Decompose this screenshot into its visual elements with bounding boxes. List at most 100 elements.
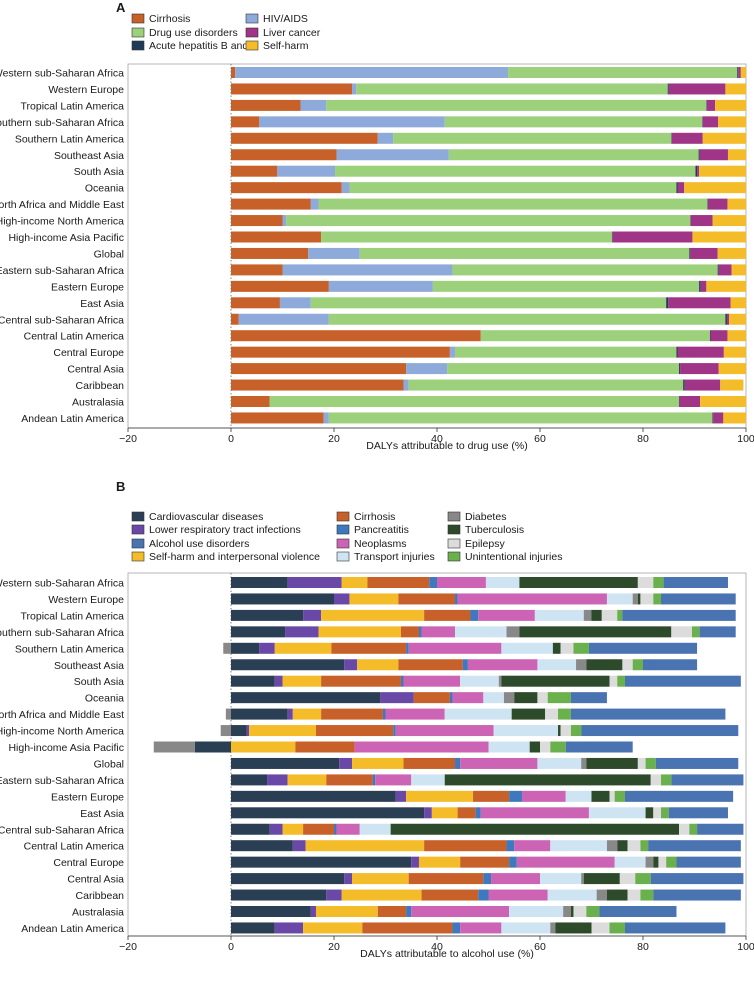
bar-segment [231, 790, 396, 802]
bar-segment [661, 774, 672, 786]
legend-entry: Pancreatitis [354, 524, 409, 536]
x-tick-label: 0 [228, 941, 234, 953]
legend-entry: Transport injuries [354, 551, 435, 563]
bar-segment [606, 889, 628, 901]
legend-swatch [336, 538, 350, 549]
category-label: South Asia [74, 676, 124, 688]
bar-segment [398, 593, 456, 605]
bar-segment [591, 609, 602, 621]
bar-segment [339, 757, 353, 769]
bar-segment [231, 182, 342, 194]
bar-segment [310, 297, 667, 309]
bar-segment [488, 741, 530, 753]
bar-segment [617, 675, 625, 687]
bar-segment [514, 840, 551, 852]
bar-segment [411, 856, 419, 868]
bar-segment [231, 280, 329, 292]
category-label: High-income North America [0, 216, 124, 228]
bar-segment [305, 840, 425, 852]
bar-segment [460, 757, 538, 769]
bar-segment [622, 659, 633, 671]
bar-segment [663, 577, 728, 588]
bar-segment [537, 757, 582, 769]
bar-segment [591, 922, 610, 934]
bar-segment [231, 609, 304, 621]
bar-segment [617, 609, 623, 621]
bar-segment [231, 99, 301, 111]
legend-swatch [131, 13, 145, 24]
bar-segment [483, 873, 492, 885]
bar-segment [274, 675, 283, 687]
bar-segment [713, 412, 724, 424]
bar-segment [323, 412, 329, 424]
bar-segment [274, 922, 304, 934]
bar-segment [666, 297, 669, 309]
bar-segment [653, 593, 662, 605]
bar-segment [697, 165, 700, 177]
bar-segment [341, 889, 422, 901]
category-label: Oceania [85, 183, 124, 195]
bar-segment [455, 346, 677, 358]
bar-segment [493, 725, 559, 737]
bar-segment [712, 215, 746, 227]
bar-segment [269, 823, 283, 835]
x-axis-title: DALYs attributable to alcohol use (%) [360, 948, 534, 960]
bar-segment [624, 922, 726, 934]
bar-segment [706, 280, 746, 292]
bar-segment [738, 67, 741, 78]
bar-segment [614, 790, 625, 802]
bar-segment [432, 280, 700, 292]
bar-segment [352, 757, 404, 769]
category-label: Andean Latin America [21, 413, 124, 425]
bar-segment [406, 363, 448, 375]
bar-segment [624, 790, 734, 802]
bar-segment [349, 182, 677, 194]
category-label: Western Europe [48, 84, 124, 96]
bar-segment [550, 741, 566, 753]
bar-segment [501, 642, 553, 654]
legend-entry: Epilepsy [465, 538, 505, 550]
bar-segment [349, 593, 399, 605]
bar-segment [231, 396, 270, 407]
bar-segment [627, 889, 641, 901]
bar-segment [591, 790, 610, 802]
bar-segment [645, 807, 654, 819]
bar-segment [668, 297, 731, 309]
bar-segment [334, 593, 350, 605]
bar-segment [246, 725, 250, 737]
bar-segment [334, 823, 337, 835]
bar-segment [444, 774, 651, 786]
bar-segment [501, 922, 551, 934]
bar-segment [699, 149, 728, 161]
category-label: Caribbean [76, 380, 125, 392]
category-label: Central Asia [67, 874, 124, 886]
bar-segment [547, 692, 571, 704]
bar-segment [457, 807, 476, 819]
bar-segment [315, 725, 394, 737]
bar-segment [395, 790, 407, 802]
category-label: Central Asia [67, 364, 124, 376]
category-label: High-income Asia Pacific [8, 742, 124, 754]
legend-entry: Self-harm [263, 40, 309, 52]
bar-segment [715, 99, 746, 111]
bar-segment [679, 396, 680, 407]
bar-segment [668, 83, 726, 95]
bar-segment [231, 823, 270, 835]
bar-segment [231, 642, 260, 654]
x-axis-title: DALYs attributable to drug use (%) [366, 440, 527, 452]
bar-segment [231, 247, 309, 259]
bar-segment [718, 264, 732, 276]
category-label: Western sub-Saharan Africa [0, 68, 124, 80]
bar-segment [653, 577, 664, 588]
bar-segment [640, 840, 649, 852]
bar-segment [231, 231, 322, 243]
bar-segment [194, 741, 231, 753]
bar-segment [695, 165, 698, 177]
bar-segment [231, 149, 337, 161]
legend-swatch [131, 27, 145, 38]
bar-segment [506, 840, 515, 852]
bar-segment [449, 346, 456, 358]
bar-segment [666, 856, 677, 868]
bar-segment [671, 132, 672, 144]
bar-segment [231, 906, 311, 917]
